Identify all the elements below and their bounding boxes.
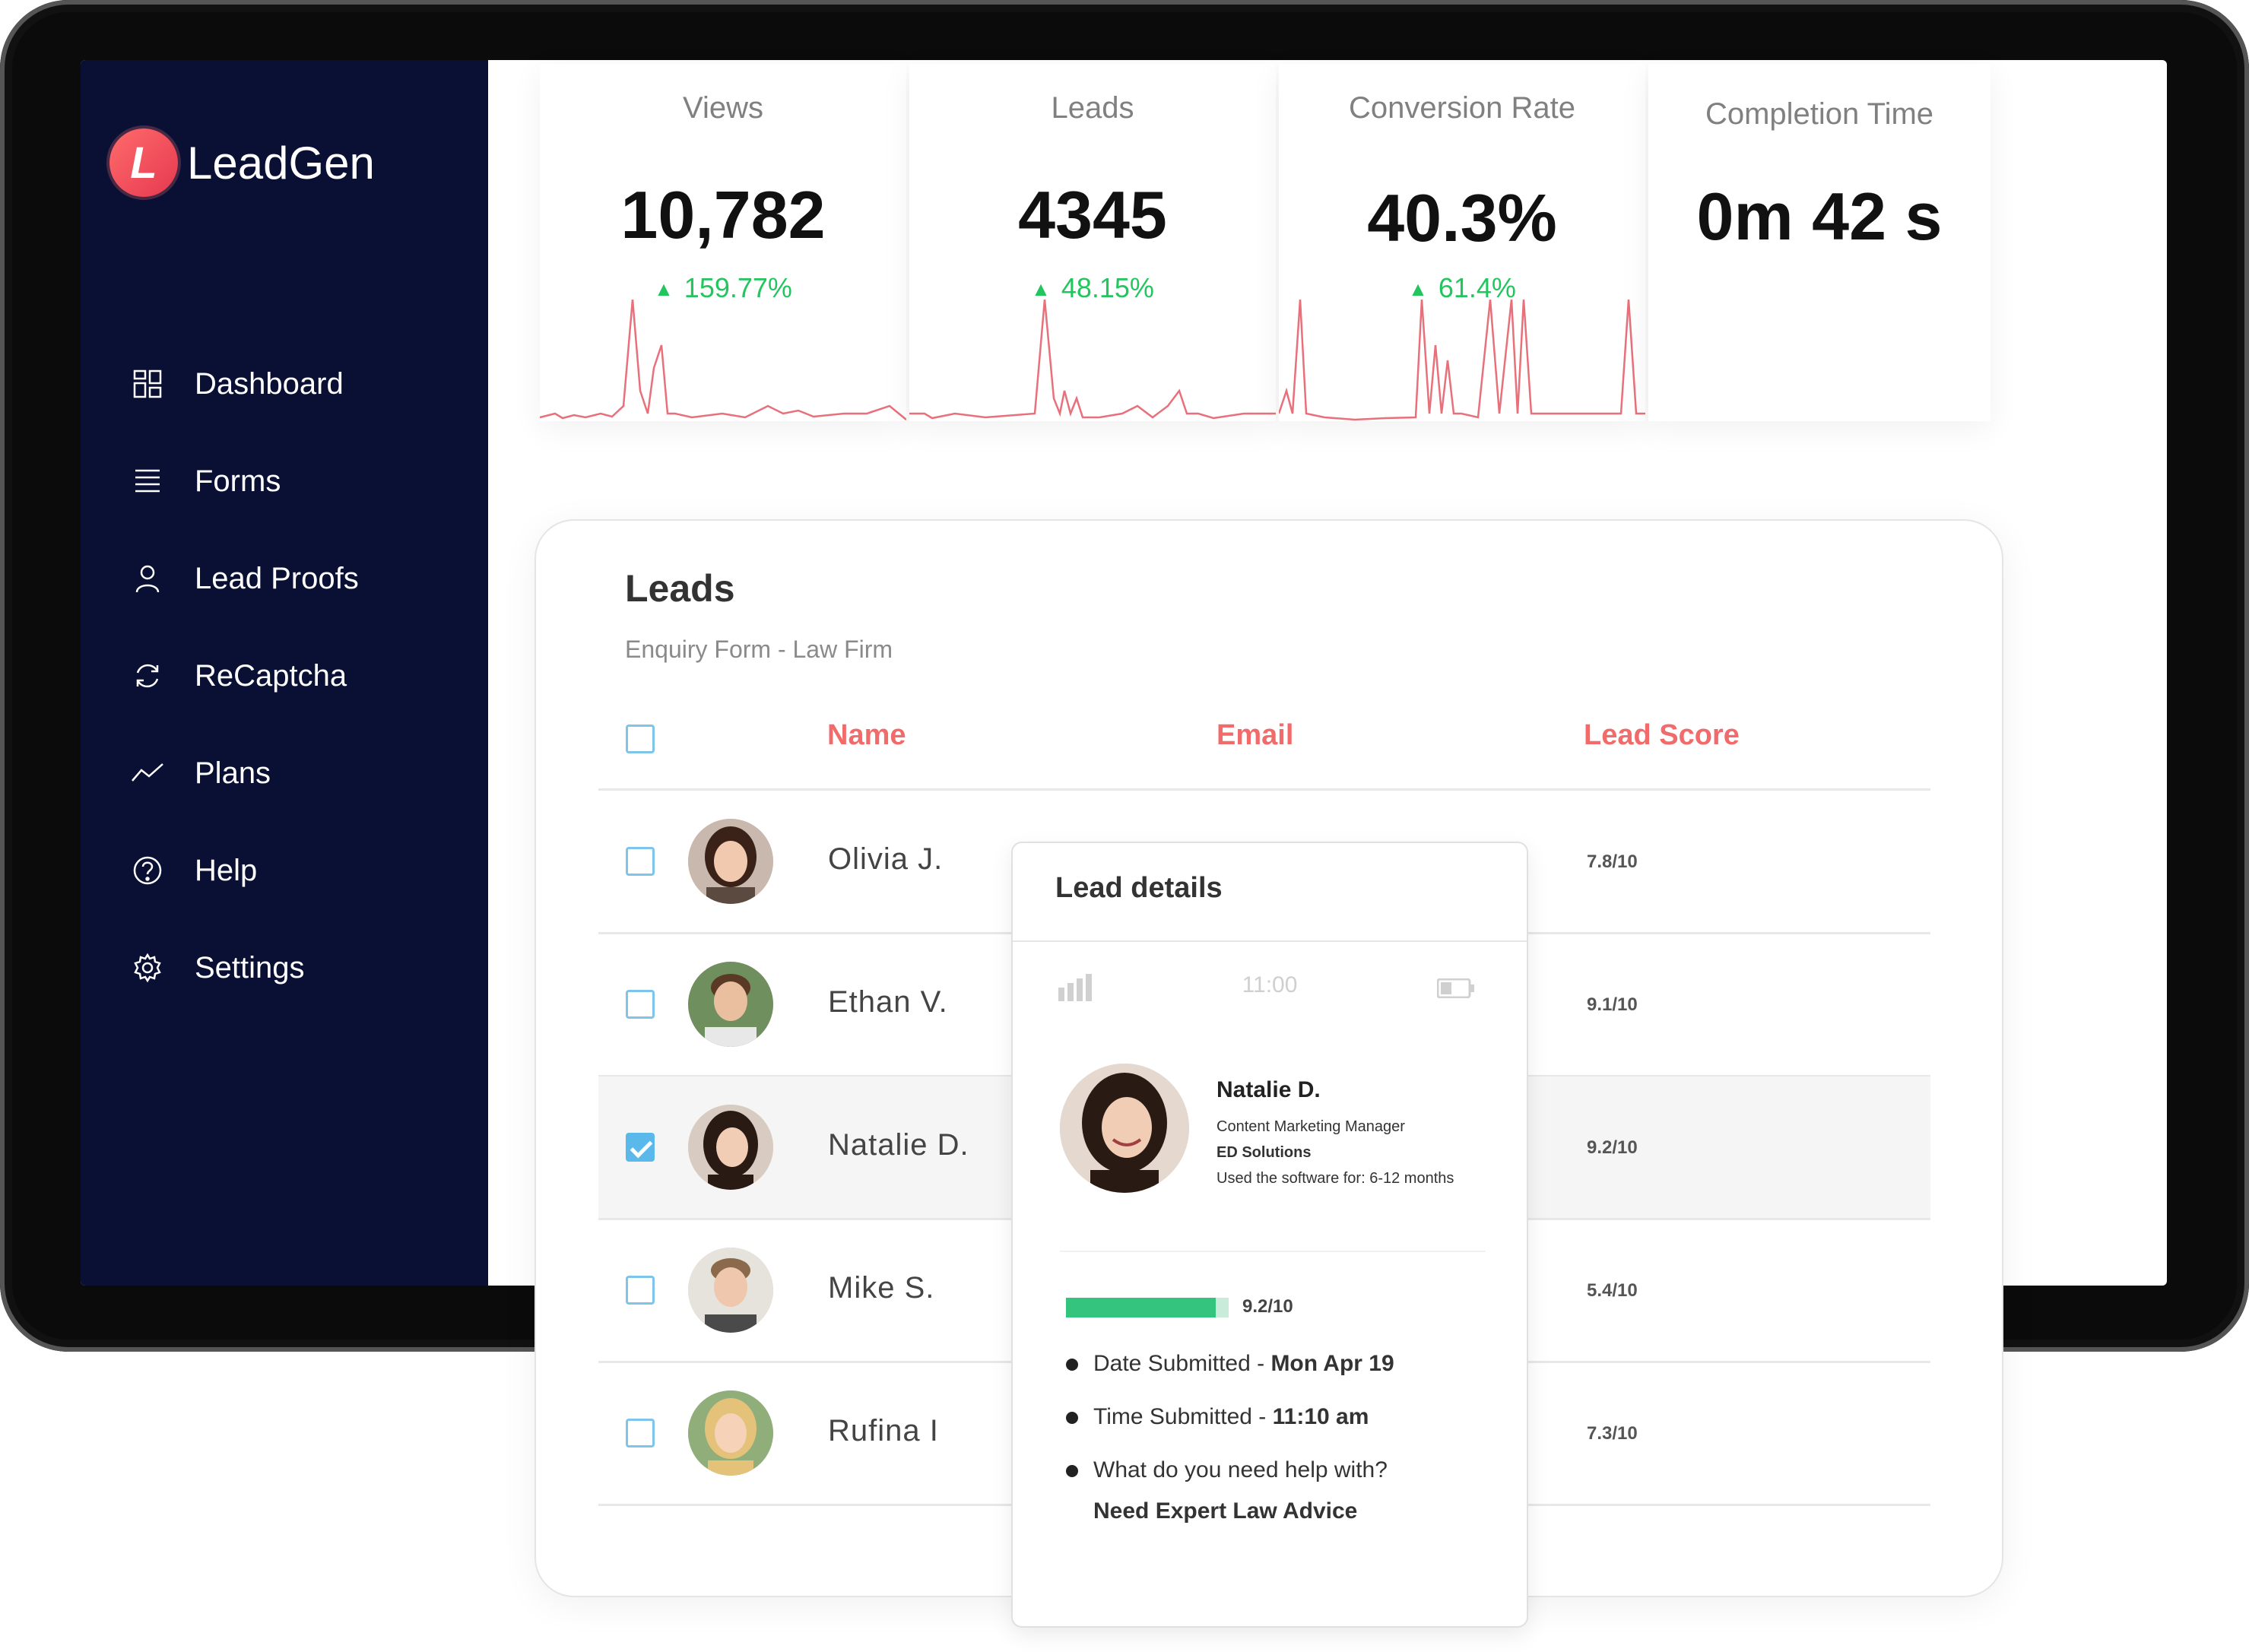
table-row[interactable]: Olivia J. 7.8/10 — [598, 791, 1930, 932]
table-row[interactable]: Rufina I 7.3/10 — [598, 1362, 1930, 1504]
column-header-lead-score[interactable]: Lead Score — [1584, 719, 1740, 751]
lead-avatar — [1060, 1064, 1189, 1193]
grid-icon — [131, 367, 164, 401]
logo-badge: L — [109, 128, 178, 197]
table-row[interactable]: Ethan V. 9.1/10 — [598, 934, 1930, 1075]
lead-score: 9.1/10 — [1587, 994, 1638, 1015]
lead-details-title: Lead details — [1055, 872, 1223, 904]
stat-change: ▲ 61.4% — [1408, 272, 1516, 303]
column-header-email[interactable]: Email — [1216, 719, 1294, 751]
up-arrow-icon: ▲ — [654, 277, 674, 300]
stat-value: 10,782 — [620, 177, 826, 252]
app-logo[interactable]: L LeadGen — [109, 128, 375, 197]
avatar — [688, 1390, 773, 1476]
battery-icon — [1437, 978, 1474, 998]
table-row[interactable]: Mike S. 5.4/10 — [598, 1219, 1930, 1361]
row-checkbox[interactable] — [626, 1133, 655, 1162]
help-question: What do you need help with? Need Expert L… — [1066, 1457, 1388, 1524]
sidebar-item-recaptcha[interactable]: ReCaptcha — [131, 627, 359, 725]
popup-divider — [1013, 940, 1527, 942]
select-all-checkbox[interactable] — [626, 725, 655, 753]
sidebar-item-label: Lead Proofs — [195, 561, 359, 595]
sidebar-item-label: Plans — [195, 756, 271, 790]
lead-usage: Used the software for: 6-12 months — [1216, 1170, 1454, 1187]
user-icon — [131, 562, 164, 595]
up-arrow-icon: ▲ — [1408, 277, 1428, 300]
sidebar-item-forms[interactable]: Forms — [131, 433, 359, 530]
sidebar-item-label: Help — [195, 853, 258, 887]
sidebar-item-label: Forms — [195, 464, 281, 498]
avatar — [688, 962, 773, 1047]
row-checkbox[interactable] — [626, 1419, 655, 1447]
row-checkbox[interactable] — [626, 1276, 655, 1305]
stat-card-leads: Leads 4345 ▲ 48.15% — [909, 64, 1276, 421]
lead-name: Rufina I — [828, 1414, 939, 1447]
bullet-icon — [1066, 1412, 1078, 1424]
lead-company: ED Solutions — [1216, 1144, 1312, 1161]
row-checkbox[interactable] — [626, 990, 655, 1019]
views-sparkline — [540, 300, 906, 420]
avatar — [688, 1248, 773, 1333]
lead-score: 7.3/10 — [1587, 1423, 1638, 1444]
stat-label: Leads — [1051, 91, 1134, 125]
stat-label: Views — [683, 91, 763, 125]
bullet-icon — [1066, 1359, 1078, 1371]
leads-sparkline — [909, 300, 1276, 420]
stat-label: Completion Time — [1705, 97, 1934, 131]
lead-details-panel: Lead details 11:00 Natalie D. Content Ma… — [1011, 842, 1528, 1628]
sidebar-item-lead-proofs[interactable]: Lead Proofs — [131, 530, 359, 627]
stat-value: 40.3% — [1367, 180, 1557, 255]
trend-icon — [131, 756, 164, 790]
signal-icon — [1058, 974, 1092, 1001]
stat-card-views: Views 10,782 ▲ 159.77% — [540, 64, 906, 421]
bullet-icon — [1066, 1465, 1078, 1477]
list-icon — [131, 465, 164, 498]
avatar — [688, 1105, 773, 1190]
lead-name: Natalie D. — [1216, 1077, 1321, 1102]
sidebar-item-settings[interactable]: Settings — [131, 919, 359, 1016]
lead-score-label: 9.2/10 — [1242, 1296, 1293, 1317]
lead-name: Mike S. — [828, 1271, 935, 1305]
stat-card-conversion: Conversion Rate 40.3% ▲ 61.4% — [1279, 64, 1645, 421]
gear-icon — [131, 951, 164, 985]
stat-change: ▲ 48.15% — [1031, 272, 1154, 303]
sidebar-item-label: ReCaptcha — [195, 658, 347, 693]
time-submitted: Time Submitted - 11:10 am — [1066, 1404, 1369, 1430]
sidebar-item-help[interactable]: Help — [131, 822, 359, 919]
lead-score-bar — [1066, 1298, 1229, 1317]
lead-name: Ethan V. — [828, 985, 948, 1019]
stat-value: 0m 42 s — [1696, 179, 1943, 254]
conversion-sparkline — [1279, 300, 1645, 421]
status-time: 11:00 — [1242, 972, 1298, 997]
lead-name: Natalie D. — [828, 1128, 969, 1162]
date-submitted: Date Submitted - Mon Apr 19 — [1066, 1351, 1394, 1377]
lead-score-bar-fill — [1066, 1298, 1216, 1317]
leads-title: Leads — [625, 567, 735, 610]
details-divider — [1060, 1251, 1486, 1252]
lead-score: 7.8/10 — [1587, 851, 1638, 872]
stat-card-completion: Completion Time 0m 42 s — [1648, 64, 1990, 421]
stat-label: Conversion Rate — [1349, 91, 1575, 125]
sidebar-item-label: Dashboard — [195, 366, 344, 401]
help-icon — [131, 854, 164, 887]
up-arrow-icon: ▲ — [1031, 277, 1051, 300]
row-checkbox[interactable] — [626, 847, 655, 876]
refresh-icon — [131, 659, 164, 693]
lead-score: 5.4/10 — [1587, 1280, 1638, 1301]
lead-role: Content Marketing Manager — [1216, 1118, 1405, 1135]
stat-value: 4345 — [1018, 177, 1167, 252]
app-name: LeadGen — [187, 137, 375, 189]
header-divider — [598, 788, 1930, 791]
sidebar-item-label: Settings — [195, 950, 305, 985]
leads-subtitle: Enquiry Form - Law Firm — [625, 636, 893, 663]
sidebar-item-plans[interactable]: Plans — [131, 725, 359, 822]
column-header-name[interactable]: Name — [827, 719, 906, 751]
stat-change: ▲ 159.77% — [654, 272, 792, 303]
lead-score: 9.2/10 — [1587, 1137, 1638, 1158]
sidebar-nav: Dashboard Forms Lead Proofs — [131, 335, 359, 1016]
avatar — [688, 819, 773, 904]
sidebar-item-dashboard[interactable]: Dashboard — [131, 335, 359, 433]
sidebar: L LeadGen Dashboard Forms — [81, 60, 488, 1286]
lead-name: Olivia J. — [828, 842, 944, 876]
